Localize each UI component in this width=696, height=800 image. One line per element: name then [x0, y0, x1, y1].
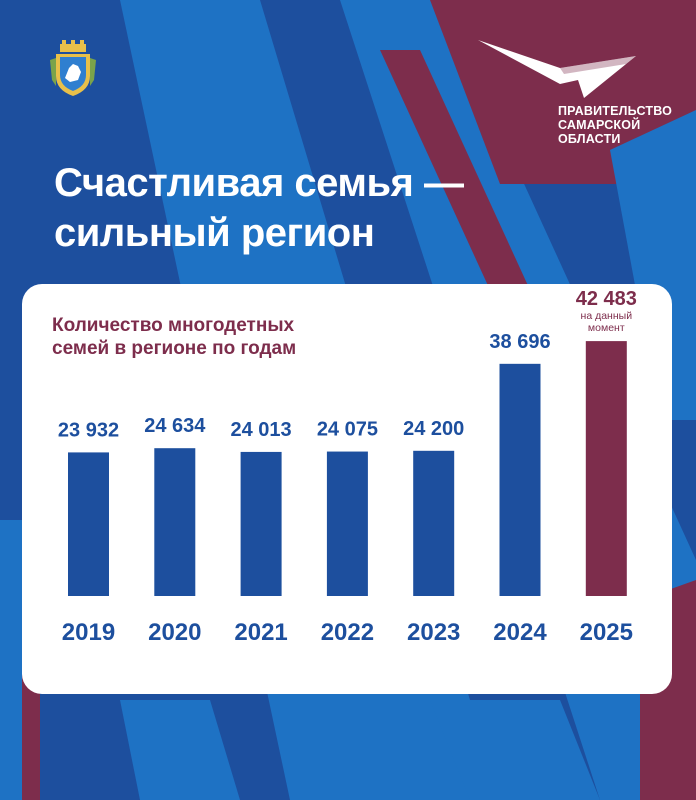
bar: [326, 451, 368, 596]
chart-title-line: семей в регионе по годам: [52, 338, 297, 359]
chart-card: Количество многодетных семей в регионе п…: [22, 284, 672, 694]
value-label: 24 200: [403, 418, 464, 440]
bar: [585, 341, 627, 596]
government-wing-logo-icon: [478, 40, 636, 98]
value-label: 24 075: [317, 419, 378, 441]
title-line: Счастливая семья —: [54, 161, 464, 205]
value-label: 24 634: [144, 415, 206, 437]
org-line: САМАРСКОЙ: [558, 118, 641, 132]
page-title: Счастливая семья — сильный регион: [54, 158, 464, 258]
year-label: 2020: [148, 619, 201, 646]
bar: [68, 452, 109, 596]
value-note: на данный: [581, 310, 633, 322]
org-line: ОБЛАСТИ: [558, 132, 621, 146]
value-label: 42 483: [576, 288, 637, 310]
year-label: 2021: [234, 619, 287, 646]
org-line: ПРАВИТЕЛЬСТВО: [558, 104, 673, 118]
year-label: 2025: [580, 619, 633, 646]
bar: [154, 448, 196, 596]
bar: [240, 451, 282, 596]
bar-chart: 23 932 2019 24 634 2020 24 013 2021 24 075 2022…: [58, 288, 637, 646]
chart-title: Количество многодетных семей в регионе п…: [52, 314, 296, 360]
value-label: 38 696: [489, 331, 550, 353]
organization-name: ПРАВИТЕЛЬСТВО САМАРСКОЙ ОБЛАСТИ: [558, 104, 672, 146]
year-label: 2023: [407, 619, 460, 646]
value-label: 24 013: [231, 419, 292, 441]
bar: [413, 450, 455, 596]
year-label: 2024: [493, 619, 547, 646]
year-label: 2022: [321, 619, 374, 646]
value-label: 23 932: [58, 419, 119, 441]
bar: [499, 363, 541, 596]
title-line: сильный регион: [54, 211, 375, 255]
value-note: момент: [588, 322, 625, 334]
year-label: 2019: [62, 619, 115, 646]
coat-of-arms-icon: [50, 40, 96, 96]
chart-title-line: Количество многодетных: [52, 315, 295, 336]
